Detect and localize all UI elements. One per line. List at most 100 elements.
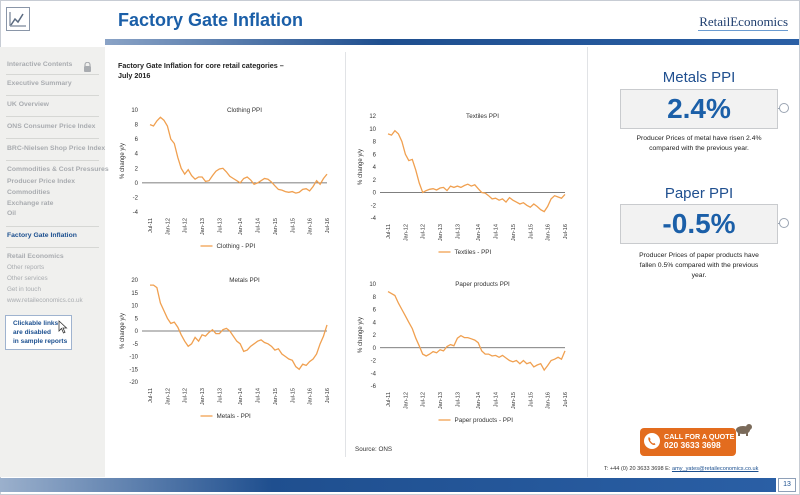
y-tick-label: 6 bbox=[373, 152, 377, 158]
x-tick-label: Jul-16 bbox=[325, 388, 331, 403]
y-tick-label: 20 bbox=[131, 278, 138, 284]
contact-line: T: +44 (0) 20 3633 3698 E: amy_yates@ret… bbox=[604, 466, 759, 472]
email-link[interactable]: amy_yates@retaileconomics.co.uk bbox=[671, 466, 759, 472]
x-tick-label: Jan-14 bbox=[476, 392, 482, 409]
y-axis-label: % change y/y bbox=[358, 317, 364, 353]
source-note: Source: ONS bbox=[355, 446, 393, 453]
metals-kpi-note: Producer Prices of metal have risen 2.4%… bbox=[636, 135, 762, 152]
x-tick-label: Jan-16 bbox=[308, 218, 314, 235]
legend-label: Metals - PPI bbox=[217, 413, 252, 420]
x-tick-label: Jan-15 bbox=[273, 218, 279, 235]
sidebar-item[interactable]: Oil bbox=[7, 210, 17, 217]
series-line bbox=[149, 116, 328, 194]
y-axis-label: % change y/y bbox=[120, 313, 126, 349]
y-tick-label: 2 bbox=[373, 178, 377, 184]
x-tick-label: Jan-14 bbox=[238, 388, 244, 405]
x-tick-label: Jan-13 bbox=[200, 218, 206, 235]
legend-label: Paper products - PPI bbox=[455, 417, 514, 424]
sidebar-item[interactable]: www.retaileconomics.co.uk bbox=[7, 297, 83, 304]
y-tick-label: 8 bbox=[373, 140, 377, 146]
paper-ppi-chart: Paper products PPI 10 8 6 4 2 0 -2 -4 -6 % change … bbox=[350, 274, 575, 439]
y-tick-label: 12 bbox=[369, 114, 376, 120]
y-tick-label: -6 bbox=[371, 384, 377, 390]
x-tick-label: Jul-12 bbox=[183, 218, 189, 233]
series-line bbox=[150, 284, 328, 371]
sidebar-item[interactable]: Executive Summary bbox=[7, 80, 72, 87]
x-tick-label: Jul-12 bbox=[421, 392, 427, 407]
y-tick-label: -4 bbox=[133, 210, 139, 216]
footer-bar bbox=[0, 478, 776, 492]
x-tick-label: Jan-12 bbox=[165, 388, 171, 405]
y-tick-label: -15 bbox=[129, 367, 138, 373]
brand-logo[interactable]: RetailEconomics bbox=[699, 14, 788, 29]
y-tick-label: 10 bbox=[369, 127, 376, 133]
x-tick-label: Jul-16 bbox=[563, 224, 569, 239]
sidebar-item[interactable]: Producer Price Index bbox=[7, 178, 75, 185]
chart-svg: Metals PPI 20 15 10 5 0 -5 -10 -15 -20 % change y/… bbox=[120, 277, 331, 420]
chart-svg: Clothing PPI 10 8 6 4 2 0 -2 -4 % change y/y Jul-1… bbox=[120, 107, 331, 250]
x-tick-label: Jan-16 bbox=[546, 224, 552, 241]
y-axis-label: % change y/y bbox=[358, 149, 364, 185]
x-tick-label: Jul-16 bbox=[325, 218, 331, 233]
chart-svg: Textiles PPI 12 10 8 6 4 2 0 -2 -4 % change y/y Jul… bbox=[358, 113, 569, 256]
sidebar-item[interactable]: Other services bbox=[7, 275, 48, 282]
page-number: 13 bbox=[778, 478, 796, 492]
x-tick-label: Jul-13 bbox=[455, 224, 461, 239]
x-tick-label: Jul-12 bbox=[183, 388, 189, 403]
y-tick-label: 15 bbox=[131, 291, 138, 297]
x-tick-label: Jan-12 bbox=[165, 218, 171, 235]
y-tick-label: 10 bbox=[131, 108, 138, 114]
y-tick-label: -2 bbox=[371, 203, 377, 209]
y-tick-label: -2 bbox=[133, 195, 139, 201]
sidebar-divider bbox=[6, 160, 99, 161]
paper-kpi-value: -0.5% bbox=[620, 204, 778, 244]
metals-kpi-label: Metals PPI bbox=[662, 69, 736, 86]
x-tick-label: Jul-11 bbox=[148, 218, 154, 233]
y-tick-label: 5 bbox=[135, 316, 139, 322]
x-tick-label: Jul-13 bbox=[217, 218, 223, 233]
y-tick-label: -4 bbox=[371, 216, 377, 222]
x-tick-label: Jan-15 bbox=[511, 224, 517, 241]
disabled-links-note: Clickable links are disabled in sample r… bbox=[5, 315, 72, 350]
y-tick-label: 0 bbox=[135, 181, 139, 187]
series-line bbox=[387, 291, 566, 372]
x-tick-label: Jan-13 bbox=[438, 392, 444, 409]
legend-label: Textiles - PPI bbox=[455, 249, 492, 256]
clothing-ppi-chart: Clothing PPI 10 8 6 4 2 0 -2 -4 % change y/y Jul-1… bbox=[112, 100, 337, 265]
y-tick-label: 8 bbox=[373, 295, 377, 301]
x-tick-label: Jul-12 bbox=[421, 224, 427, 239]
sidebar-item[interactable]: Exchange rate bbox=[7, 200, 54, 207]
chart-title: Textiles PPI bbox=[466, 113, 499, 120]
x-tick-label: Jul-14 bbox=[256, 388, 262, 403]
sidebar-item[interactable]: Commodities bbox=[7, 189, 51, 196]
sidebar-item[interactable]: Other reports bbox=[7, 264, 45, 271]
chart-svg: Paper products PPI 10 8 6 4 2 0 -2 -4 -6 % change … bbox=[358, 281, 569, 424]
x-tick-label: Jan-12 bbox=[403, 224, 409, 241]
y-tick-label: 0 bbox=[373, 346, 377, 352]
sidebar-item[interactable]: Interactive Contents bbox=[7, 61, 73, 68]
y-tick-label: 2 bbox=[373, 333, 377, 339]
x-tick-label: Jul-13 bbox=[217, 388, 223, 403]
sidebar-item[interactable]: Commodities & Cost Pressures bbox=[7, 166, 109, 173]
sidebar-item[interactable]: BRC-Nielsen Shop Price Index bbox=[7, 145, 106, 152]
x-tick-label: Jan-16 bbox=[308, 388, 314, 405]
x-tick-label: Jul-14 bbox=[494, 224, 500, 239]
lock-icon bbox=[83, 59, 92, 72]
sidebar-item[interactable]: UK Overview bbox=[7, 101, 49, 108]
metals-kpi-dot[interactable] bbox=[779, 103, 789, 113]
sidebar-item[interactable]: Get in touch bbox=[7, 286, 41, 293]
sidebar bbox=[0, 47, 105, 477]
y-tick-label: 2 bbox=[135, 166, 139, 172]
y-tick-label: 4 bbox=[373, 320, 377, 326]
sidebar-item[interactable]: ONS Consumer Price Index bbox=[7, 123, 96, 130]
sidebar-divider bbox=[6, 74, 99, 75]
x-tick-label: Jul-13 bbox=[455, 392, 461, 407]
y-tick-label: 10 bbox=[131, 304, 138, 310]
x-tick-label: Jan-15 bbox=[273, 388, 279, 405]
paper-kpi-note: Producer Prices of paper products have f… bbox=[639, 252, 759, 279]
sidebar-item[interactable]: Factory Gate Inflation bbox=[7, 232, 77, 239]
paper-kpi-dot[interactable] bbox=[779, 218, 789, 228]
textiles-ppi-chart: Textiles PPI 12 10 8 6 4 2 0 -2 -4 % change y/y Jul… bbox=[350, 106, 575, 271]
y-tick-label: 4 bbox=[373, 165, 377, 171]
sidebar-item[interactable]: Retail Economics bbox=[7, 253, 64, 260]
